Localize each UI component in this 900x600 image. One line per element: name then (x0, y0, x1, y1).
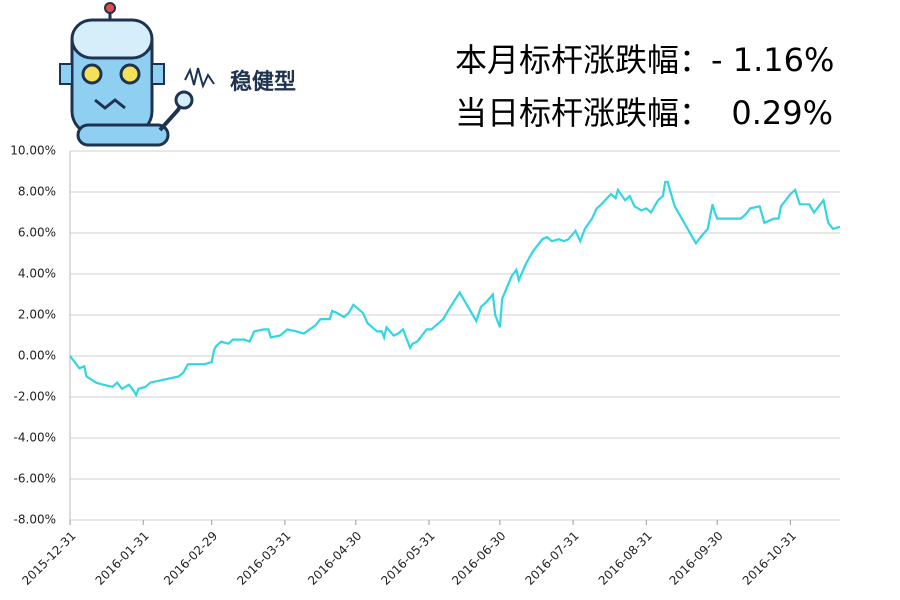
x-tick-label: 2016-10-31 (740, 529, 799, 588)
day-change: 当日标杆涨跌幅： 0.29% (455, 94, 833, 132)
y-tick-label: -4.00% (14, 431, 56, 445)
y-tick-label: 4.00% (18, 267, 56, 281)
x-tick-label: 2016-09-30 (667, 529, 726, 588)
x-tick-label: 2016-04-30 (305, 529, 364, 588)
x-tick-label: 2016-01-31 (93, 529, 152, 588)
x-tick-label: 2015-12-31 (19, 529, 78, 588)
line-series (69, 180, 841, 398)
x-tick-label: 2016-03-31 (234, 529, 293, 588)
x-tick-label: 2016-06-30 (449, 529, 508, 588)
y-tick-label: 10.00% (10, 144, 56, 158)
y-tick-label: 0.00% (18, 349, 56, 363)
y-tick-label: 2.00% (18, 308, 56, 322)
x-tick-label: 2016-05-31 (378, 529, 437, 588)
x-tick-label: 2016-08-31 (596, 529, 655, 588)
y-tick-label: 8.00% (18, 185, 56, 199)
x-tick-label: 2016-02-29 (161, 529, 220, 588)
robot-illustration (59, 2, 215, 147)
y-tick-label: -8.00% (14, 513, 56, 527)
x-tick-label: 2016-07-31 (522, 529, 581, 588)
y-tick-label: -2.00% (14, 390, 56, 404)
badge-text: 稳健型 (230, 69, 296, 95)
y-tick-label: 6.00% (18, 226, 56, 240)
y-tick-label: -6.00% (14, 472, 56, 486)
month-change: 本月标杆涨跌幅：- 1.16% (455, 41, 834, 79)
